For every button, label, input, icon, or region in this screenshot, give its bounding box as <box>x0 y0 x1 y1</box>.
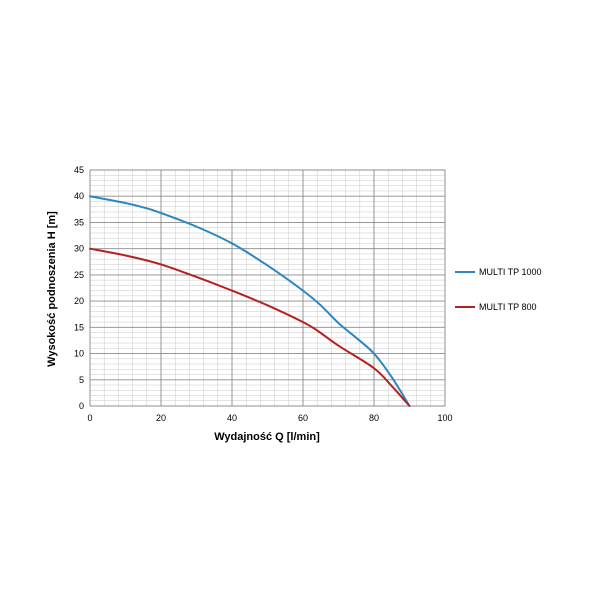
x-tick-label: 20 <box>156 413 166 423</box>
y-tick-label: 35 <box>74 217 84 227</box>
y-tick-label: 5 <box>79 375 84 385</box>
x-tick-labels: 0 20 40 60 80 100 <box>87 413 452 423</box>
series-line-multi-tp-1000 <box>89 195 411 407</box>
y-tick-label: 15 <box>74 322 84 332</box>
y-tick-label: 30 <box>74 244 84 254</box>
x-tick-label: 80 <box>369 413 379 423</box>
x-tick-label: 40 <box>227 413 237 423</box>
y-axis-title: Wysokość podnoszenia H [m] <box>46 211 58 367</box>
y-tick-labels: 0 5 10 15 20 25 30 35 40 45 <box>74 165 84 411</box>
series-lines <box>89 195 411 407</box>
x-axis-title: Wydajność Q [l/min] <box>214 431 320 443</box>
y-tick-label: 0 <box>79 401 84 411</box>
legend-label-multi-tp-800: MULTI TP 800 <box>479 302 537 312</box>
x-tick-label: 0 <box>87 413 92 423</box>
legend-label-multi-tp-1000: MULTI TP 1000 <box>479 267 542 277</box>
y-tick-label: 45 <box>74 165 84 175</box>
y-tick-label: 10 <box>74 349 84 359</box>
minor-grid <box>89 169 446 407</box>
y-tick-label: 20 <box>74 296 84 306</box>
y-tick-label: 40 <box>74 191 84 201</box>
plot-area-border <box>89 169 446 407</box>
major-grid <box>89 169 446 407</box>
x-tick-label: 60 <box>298 413 308 423</box>
y-tick-label: 25 <box>74 270 84 280</box>
series-line-multi-tp-800 <box>89 247 411 407</box>
legend: MULTI TP 1000 MULTI TP 800 <box>455 267 542 312</box>
x-tick-label: 100 <box>437 413 452 423</box>
